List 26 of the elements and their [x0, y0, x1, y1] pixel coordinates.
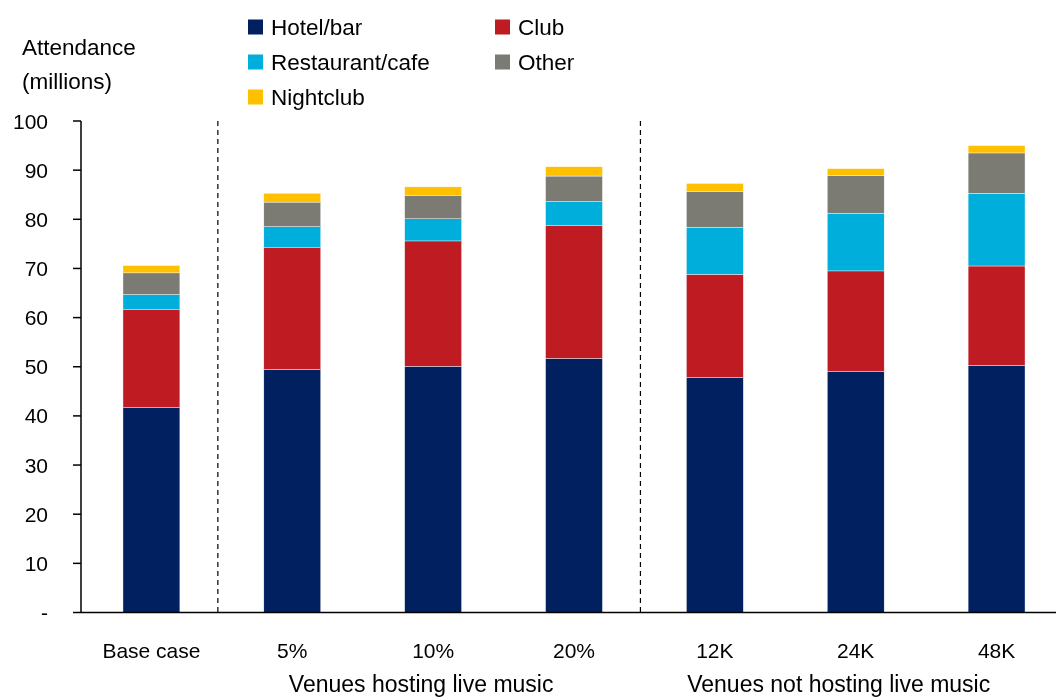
y-tick-label: 70	[24, 256, 48, 280]
y-tick-label: 60	[24, 306, 48, 330]
y-tick-label: 50	[24, 355, 48, 379]
y-tick-label: 30	[24, 453, 48, 477]
legend-label: Hotel/bar	[271, 14, 363, 40]
x-tick-label: 48K	[977, 638, 1016, 662]
y-tick-label: -	[41, 601, 48, 624]
text: Venues not hosting live music	[687, 671, 991, 697]
x-tick-label: 10%	[412, 638, 455, 662]
legend-label: Nightclub	[271, 84, 365, 110]
x-tick-label: Base case	[102, 638, 201, 662]
y-tick-label: 40	[24, 404, 48, 428]
x-tick-label: 12K	[696, 638, 734, 662]
legend-label: Other	[518, 49, 575, 75]
y-tick-label: 20	[24, 502, 48, 526]
legend-label: Restaurant/cafe	[271, 49, 430, 75]
x-tick-label: 24K	[837, 638, 875, 662]
y-tick-label: 100	[12, 109, 48, 133]
y-axis-title: Attendance (millions)	[22, 34, 136, 94]
x-tick-label: 20%	[552, 638, 596, 662]
y-tick-label: 90	[24, 158, 48, 182]
text: Venues hosting live music	[288, 671, 554, 697]
y-tick-label: 10	[24, 551, 48, 575]
x-tick-label: 5%	[277, 638, 308, 662]
y-tick-label: 80	[24, 207, 48, 231]
legend-label: Club	[518, 14, 565, 40]
